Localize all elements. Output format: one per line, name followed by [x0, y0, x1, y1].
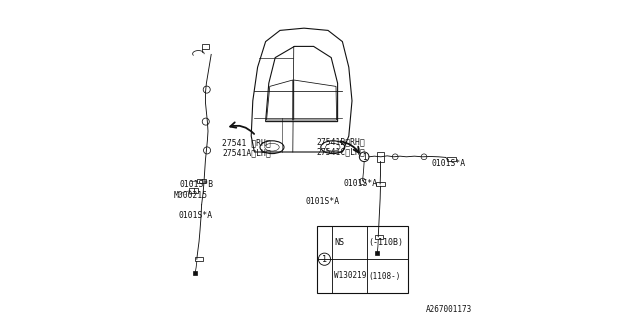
Text: 27541C〈LH〉: 27541C〈LH〉 [317, 147, 365, 156]
Text: 0101S*B: 0101S*B [179, 180, 213, 189]
Text: 27541B〈RH〉: 27541B〈RH〉 [317, 138, 365, 147]
Text: (1108-): (1108-) [369, 271, 401, 281]
Bar [195, 257, 202, 261]
Text: M000215: M000215 [173, 191, 207, 200]
Text: (-110B): (-110B) [369, 238, 404, 247]
Bar [375, 235, 383, 239]
Text: 0101S*A: 0101S*A [306, 197, 340, 206]
Bar [202, 44, 209, 49]
Bar [377, 152, 384, 162]
Bar [447, 157, 456, 161]
Text: 1: 1 [362, 153, 367, 162]
Text: A267001173: A267001173 [426, 305, 472, 314]
Text: 0101S*A: 0101S*A [344, 179, 378, 188]
Text: 27541 〈RH〉: 27541 〈RH〉 [223, 139, 271, 148]
Bar [189, 188, 198, 193]
Text: 0101S*A: 0101S*A [179, 211, 212, 220]
Bar [197, 179, 206, 183]
Text: NS: NS [334, 238, 344, 247]
Text: 1: 1 [322, 255, 327, 264]
Text: 0101S*A: 0101S*A [432, 159, 466, 168]
Text: W130219: W130219 [334, 271, 367, 281]
Bar [376, 182, 385, 186]
Text: 27541A〈LH〉: 27541A〈LH〉 [223, 148, 271, 157]
Circle shape [359, 152, 369, 162]
Bar [317, 226, 408, 293]
